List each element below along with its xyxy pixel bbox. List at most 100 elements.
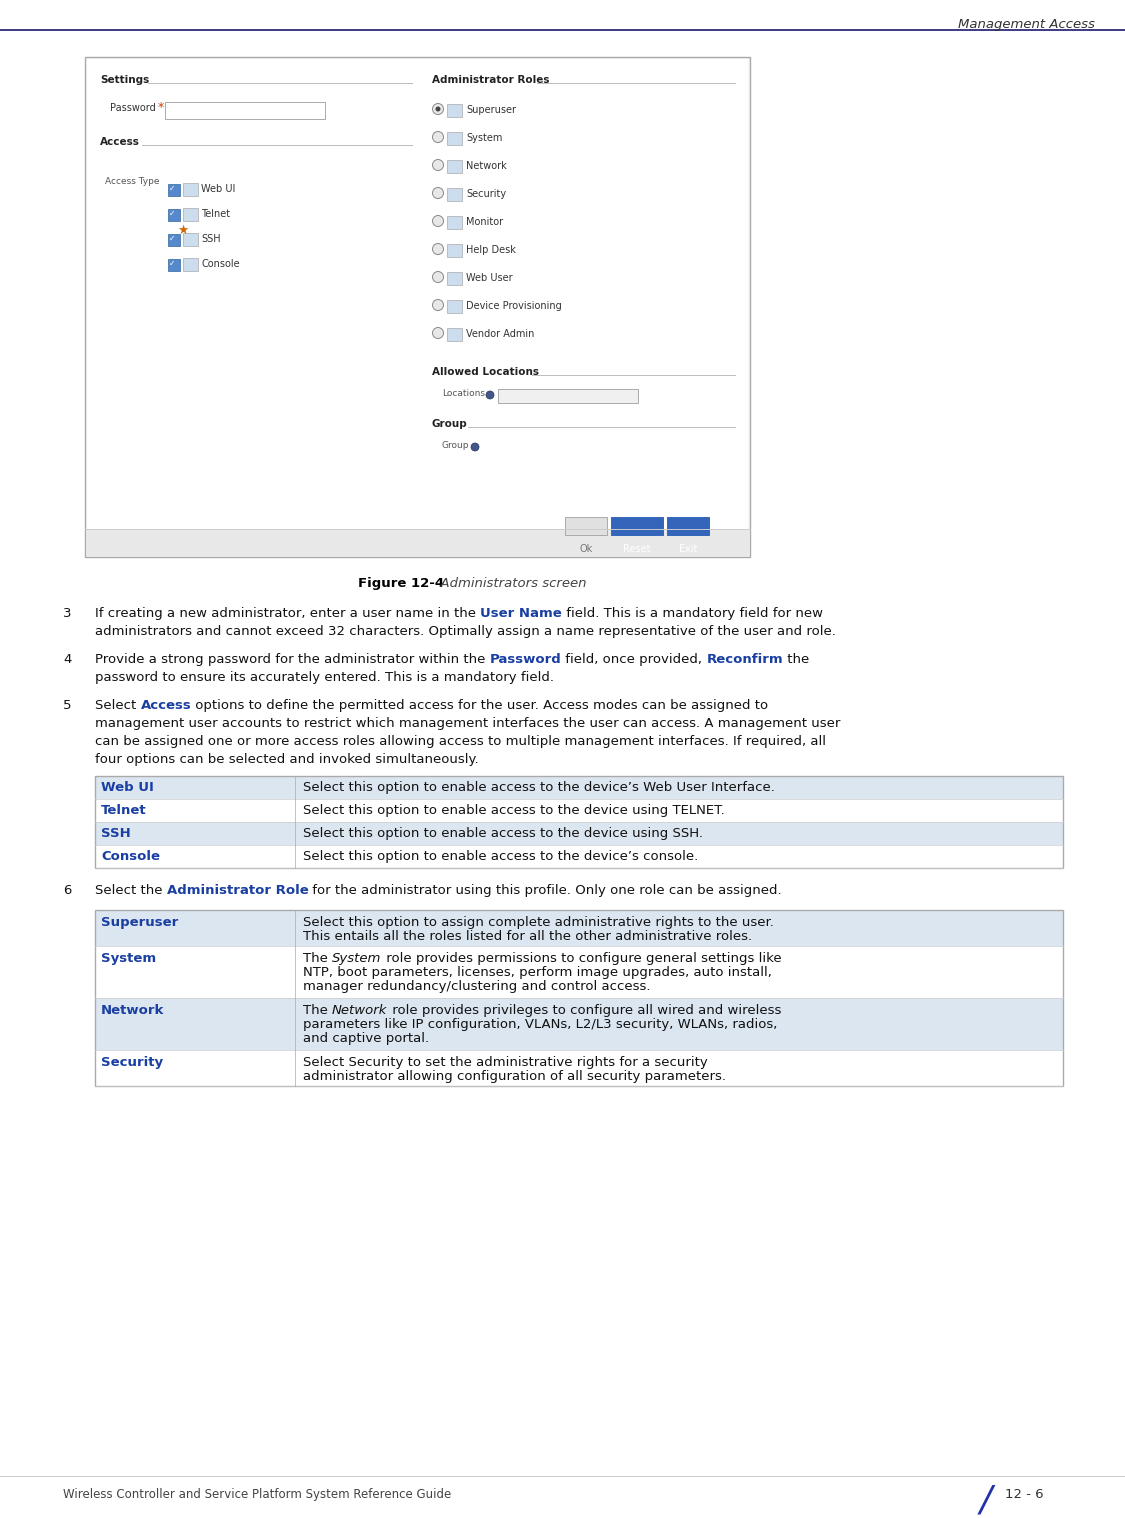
Text: 12 - 6: 12 - 6 xyxy=(1005,1488,1044,1501)
Text: field, once provided,: field, once provided, xyxy=(561,653,706,666)
Circle shape xyxy=(432,243,443,255)
Bar xyxy=(94,776,1063,798)
Bar xyxy=(447,244,462,257)
Circle shape xyxy=(432,272,443,282)
Text: Access: Access xyxy=(100,137,140,147)
Text: ✓: ✓ xyxy=(169,184,176,193)
Bar xyxy=(94,946,1063,997)
Text: Device Provisioning: Device Provisioning xyxy=(466,301,561,311)
Text: can be assigned one or more access roles allowing access to multiple management : can be assigned one or more access roles… xyxy=(94,735,826,748)
Bar xyxy=(87,59,748,556)
Text: Reset: Reset xyxy=(623,543,650,554)
Text: Select: Select xyxy=(94,698,141,712)
Bar xyxy=(165,102,325,118)
Circle shape xyxy=(432,299,443,311)
Text: Monitor: Monitor xyxy=(466,217,503,228)
Circle shape xyxy=(432,328,443,339)
Text: NTP, boot parameters, licenses, perform image upgrades, auto install,: NTP, boot parameters, licenses, perform … xyxy=(303,965,772,979)
Text: Select this option to assign complete administrative rights to the user.: Select this option to assign complete ad… xyxy=(303,915,774,929)
Circle shape xyxy=(432,216,443,226)
Bar xyxy=(183,232,198,246)
Bar xyxy=(168,234,180,246)
Bar xyxy=(94,846,1063,868)
Circle shape xyxy=(471,443,479,451)
Circle shape xyxy=(432,159,443,170)
Text: Select the: Select the xyxy=(94,883,166,897)
Text: Select this option to enable access to the device’s Web User Interface.: Select this option to enable access to t… xyxy=(303,780,775,794)
Bar xyxy=(86,58,750,557)
Text: Telnet: Telnet xyxy=(201,209,231,219)
Text: ✓: ✓ xyxy=(169,234,176,243)
Text: System: System xyxy=(101,952,156,965)
Text: Provide a strong password for the administrator within the: Provide a strong password for the admini… xyxy=(94,653,489,666)
Text: Select this option to enable access to the device’s console.: Select this option to enable access to t… xyxy=(303,850,699,864)
Bar xyxy=(183,184,198,196)
Text: System: System xyxy=(466,134,503,143)
Bar xyxy=(447,272,462,285)
Text: Management Access: Management Access xyxy=(958,18,1095,30)
Text: This entails all the roles listed for all the other administrative roles.: This entails all the roles listed for al… xyxy=(303,931,753,943)
Text: Telnet: Telnet xyxy=(101,805,146,817)
Text: ★: ★ xyxy=(177,225,188,237)
Text: Administrator Roles: Administrator Roles xyxy=(432,74,549,85)
Bar xyxy=(667,518,709,534)
Text: Allowed Locations: Allowed Locations xyxy=(432,367,539,376)
Text: and captive portal.: and captive portal. xyxy=(303,1032,429,1044)
Text: If creating a new administrator, enter a user name in the: If creating a new administrator, enter a… xyxy=(94,607,480,619)
Text: Security: Security xyxy=(101,1057,163,1069)
Text: parameters like IP configuration, VLANs, L2/L3 security, WLANs, radios,: parameters like IP configuration, VLANs,… xyxy=(303,1019,777,1031)
Bar xyxy=(94,909,1063,946)
Bar xyxy=(183,258,198,272)
Text: Help Desk: Help Desk xyxy=(466,244,516,255)
Text: Web UI: Web UI xyxy=(201,184,235,194)
Text: Network: Network xyxy=(332,1003,387,1017)
Text: Console: Console xyxy=(101,850,160,864)
Text: ✓: ✓ xyxy=(169,209,176,219)
Text: System: System xyxy=(332,952,381,965)
Text: Group: Group xyxy=(432,419,468,430)
Text: 3: 3 xyxy=(63,607,72,619)
Text: Group: Group xyxy=(442,442,469,449)
Text: 6: 6 xyxy=(63,883,71,897)
Bar xyxy=(168,209,180,222)
Text: Reconfirm: Reconfirm xyxy=(706,653,783,666)
Text: for the administrator using this profile. Only one role can be assigned.: for the administrator using this profile… xyxy=(308,883,782,897)
Circle shape xyxy=(486,392,494,399)
Circle shape xyxy=(435,106,441,111)
Bar xyxy=(94,997,1063,1050)
Text: Network: Network xyxy=(466,161,506,172)
Text: Settings: Settings xyxy=(100,74,150,85)
Text: the: the xyxy=(783,653,810,666)
Text: role provides permissions to configure general settings like: role provides permissions to configure g… xyxy=(381,952,781,965)
Text: password to ensure its accurately entered. This is a mandatory field.: password to ensure its accurately entere… xyxy=(94,671,554,685)
Bar xyxy=(498,389,638,402)
Text: Select Security to set the administrative rights for a security: Select Security to set the administrativ… xyxy=(303,1057,708,1069)
Text: Wireless Controller and Service Platform System Reference Guide: Wireless Controller and Service Platform… xyxy=(63,1488,451,1501)
Text: Network: Network xyxy=(101,1003,164,1017)
Bar xyxy=(94,776,1063,868)
Bar xyxy=(94,1050,1063,1085)
Circle shape xyxy=(432,132,443,143)
Text: Exit: Exit xyxy=(678,543,698,554)
Text: /: / xyxy=(980,1485,992,1518)
Bar xyxy=(565,518,608,534)
Bar xyxy=(94,823,1063,846)
Bar xyxy=(447,328,462,342)
Bar xyxy=(168,184,180,196)
Text: 5: 5 xyxy=(63,698,72,712)
Text: Figure 12-4: Figure 12-4 xyxy=(358,577,443,591)
Text: Locations: Locations xyxy=(442,389,485,398)
Text: User Name: User Name xyxy=(480,607,562,619)
Text: 4: 4 xyxy=(63,653,71,666)
Text: The: The xyxy=(303,952,332,965)
Text: *: * xyxy=(158,102,164,114)
Bar xyxy=(94,798,1063,823)
Bar xyxy=(94,909,1063,1085)
Bar xyxy=(183,208,198,222)
Text: Access Type: Access Type xyxy=(105,178,160,187)
Text: Select this option to enable access to the device using SSH.: Select this option to enable access to t… xyxy=(303,827,703,839)
Text: The: The xyxy=(303,1003,332,1017)
Circle shape xyxy=(432,103,443,114)
Text: Web UI: Web UI xyxy=(101,780,154,794)
Text: four options can be selected and invoked simultaneously.: four options can be selected and invoked… xyxy=(94,753,478,767)
